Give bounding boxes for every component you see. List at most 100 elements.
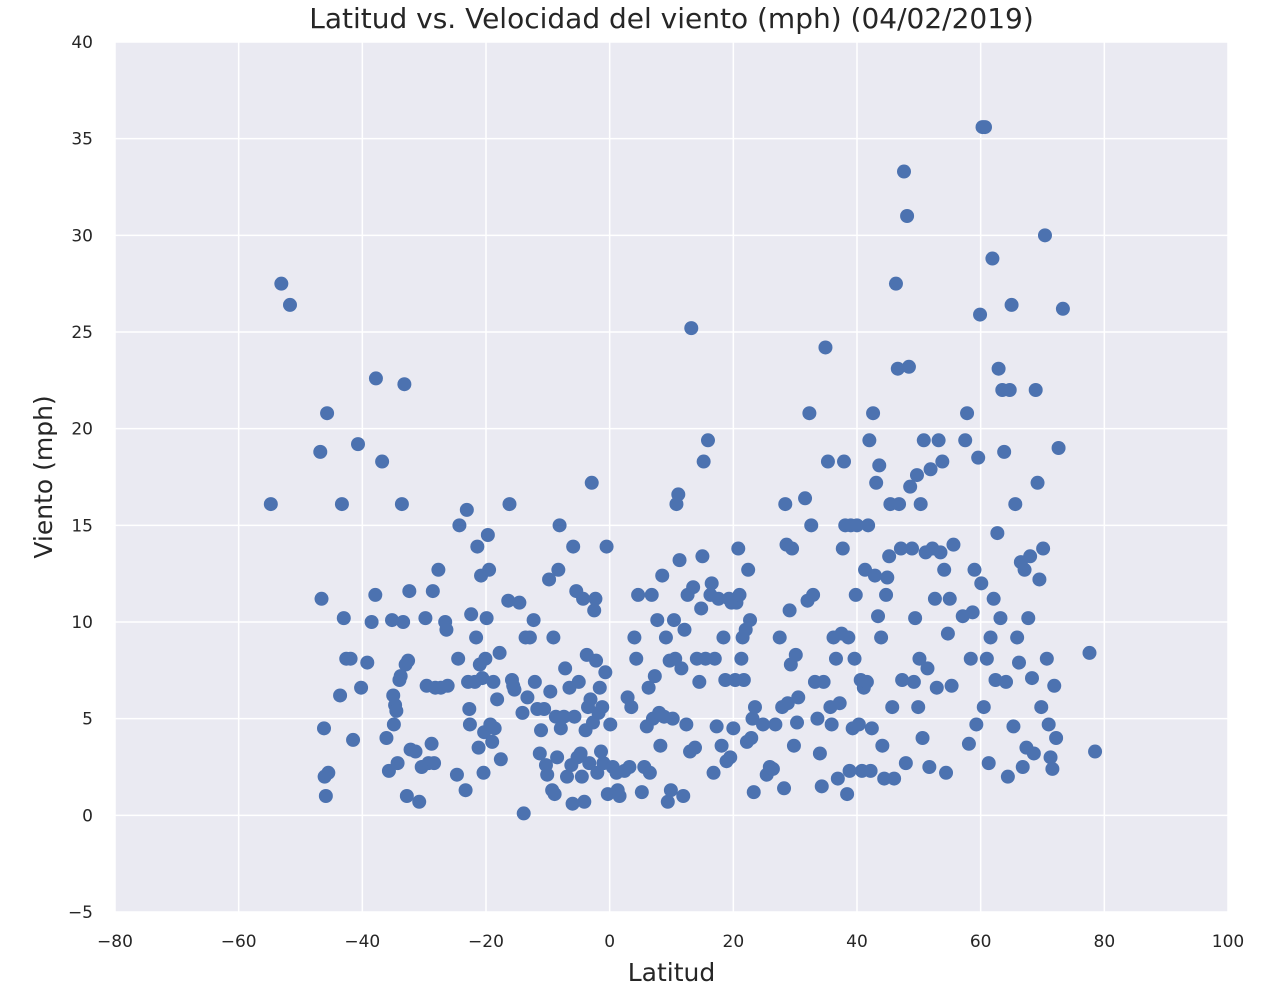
data-point (452, 518, 467, 533)
data-point (567, 709, 582, 724)
data-point (840, 787, 855, 802)
data-point (909, 468, 924, 483)
data-point (558, 661, 573, 676)
data-point (1041, 717, 1056, 732)
data-point (916, 433, 931, 448)
data-point (867, 568, 882, 583)
data-point (731, 541, 746, 556)
data-point (408, 744, 423, 759)
data-point (820, 454, 835, 469)
data-point (736, 673, 751, 687)
data-point (684, 321, 699, 336)
data-point (988, 673, 1003, 687)
data-point (900, 209, 915, 223)
data-point (872, 458, 887, 473)
y-tick-label: 0 (82, 806, 93, 826)
data-point (526, 613, 541, 628)
data-point (346, 732, 361, 747)
data-point (263, 497, 278, 512)
data-point (810, 711, 825, 726)
y-tick-label: −5 (68, 903, 93, 923)
data-point (577, 794, 592, 809)
data-point (469, 630, 484, 645)
data-point (425, 584, 440, 599)
data-point (981, 756, 996, 771)
data-point (777, 781, 792, 796)
data-point (1043, 750, 1058, 765)
data-point (816, 674, 831, 689)
data-point (313, 444, 328, 459)
data-point (439, 622, 454, 637)
data-point (316, 721, 331, 736)
data-point (386, 717, 401, 732)
data-point (895, 673, 910, 687)
data-point (847, 651, 862, 666)
data-point (999, 674, 1014, 689)
data-point (551, 562, 566, 577)
data-point (851, 717, 866, 732)
data-point (871, 609, 886, 624)
data-point (390, 756, 405, 771)
data-point (314, 591, 329, 606)
data-point (666, 613, 681, 628)
data-point (692, 674, 707, 689)
data-point (778, 497, 793, 512)
data-point (385, 613, 400, 628)
x-tick-label: 100 (1212, 932, 1244, 952)
data-point (603, 717, 618, 732)
data-point (718, 673, 733, 687)
data-point (394, 497, 409, 512)
data-point (875, 738, 890, 753)
data-point (655, 568, 670, 583)
data-point (653, 738, 668, 753)
data-point (745, 711, 760, 726)
data-point (599, 539, 614, 554)
data-point (333, 688, 348, 703)
x-tick-label: 40 (846, 932, 868, 952)
data-point (571, 674, 586, 689)
data-point (641, 680, 656, 695)
x-tick-label: 0 (604, 932, 615, 952)
data-point (368, 371, 383, 386)
data-point (574, 769, 589, 784)
data-point (397, 377, 412, 392)
data-point (991, 361, 1006, 376)
data-point (492, 645, 507, 660)
data-point (650, 613, 665, 628)
data-point (595, 700, 610, 715)
data-point (920, 661, 935, 676)
data-point (780, 696, 795, 711)
data-point (974, 576, 989, 591)
data-point (706, 765, 721, 780)
data-point (401, 653, 416, 668)
data-point (343, 651, 358, 666)
x-tick-label: −80 (97, 932, 133, 952)
data-point (1024, 671, 1039, 686)
data-point (527, 674, 542, 689)
data-point (515, 705, 530, 720)
data-point (888, 276, 903, 291)
data-point (663, 783, 678, 798)
data-point (427, 756, 442, 771)
y-tick-label: 20 (71, 420, 93, 440)
data-point (478, 651, 493, 666)
data-point (1051, 441, 1066, 455)
data-point (890, 361, 905, 376)
data-point (622, 760, 637, 774)
data-point (880, 570, 895, 585)
data-point (976, 700, 991, 715)
data-point (1026, 746, 1041, 761)
data-point (985, 251, 1000, 266)
data-point (360, 655, 375, 670)
data-point (424, 736, 439, 751)
data-point (402, 584, 417, 599)
data-point (927, 591, 942, 606)
data-point (676, 789, 691, 803)
plot-area (115, 42, 1228, 912)
data-point (896, 164, 911, 179)
data-point (462, 717, 477, 732)
data-point (282, 297, 297, 312)
data-point (874, 630, 889, 645)
data-point (1032, 572, 1047, 587)
data-point (709, 719, 724, 734)
